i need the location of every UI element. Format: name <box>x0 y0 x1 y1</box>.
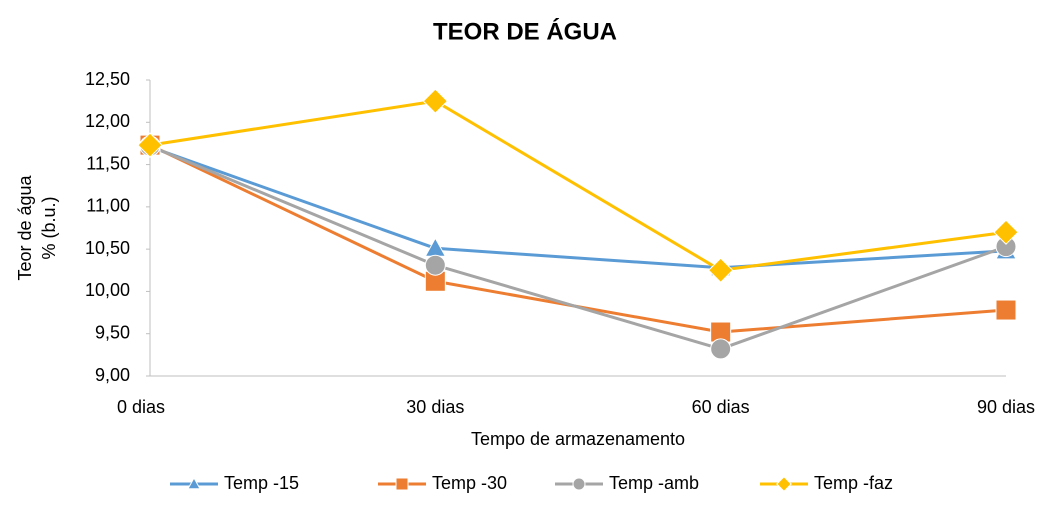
marker <box>710 338 732 360</box>
series-line <box>149 144 1007 351</box>
marker <box>424 254 446 276</box>
marker <box>995 299 1017 321</box>
marker <box>395 477 409 491</box>
y-tick-label: 11,00 <box>86 196 130 216</box>
marker <box>572 477 586 491</box>
x-tick-label: 0 dias <box>117 397 165 417</box>
series-line <box>149 145 1007 270</box>
x-tick-label: 60 dias <box>692 397 750 417</box>
y-axis-label: Teor de água <box>15 174 35 280</box>
marker <box>422 88 449 114</box>
legend-label: Temp -15 <box>224 473 299 493</box>
x-tick-label: 30 dias <box>406 397 464 417</box>
marker <box>993 219 1019 245</box>
x-tick-label: 90 dias <box>977 397 1035 417</box>
marker <box>776 476 792 492</box>
marker <box>137 132 163 158</box>
series-line <box>149 143 1007 334</box>
legend-label: Temp -amb <box>609 473 699 493</box>
series-line <box>149 99 1007 272</box>
y-tick-label: 10,00 <box>85 280 130 300</box>
marker <box>707 257 734 283</box>
marker <box>187 476 201 490</box>
chart-title: TEOR DE ÁGUA <box>433 17 617 45</box>
y-tick-label: 11,50 <box>86 153 130 173</box>
y-tick-label: 9,50 <box>95 322 130 342</box>
y-tick-label: 12,50 <box>85 69 130 89</box>
y-tick-label: 10,50 <box>85 238 130 258</box>
y-tick-label: 12,00 <box>85 111 130 131</box>
y-tick-label: 9,00 <box>95 365 130 385</box>
y-axis-label: % (b.u.) <box>39 196 59 259</box>
x-axis-label: Tempo de armazenamento <box>471 429 685 449</box>
legend-label: Temp -faz <box>814 473 893 493</box>
legend-label: Temp -30 <box>432 473 507 493</box>
